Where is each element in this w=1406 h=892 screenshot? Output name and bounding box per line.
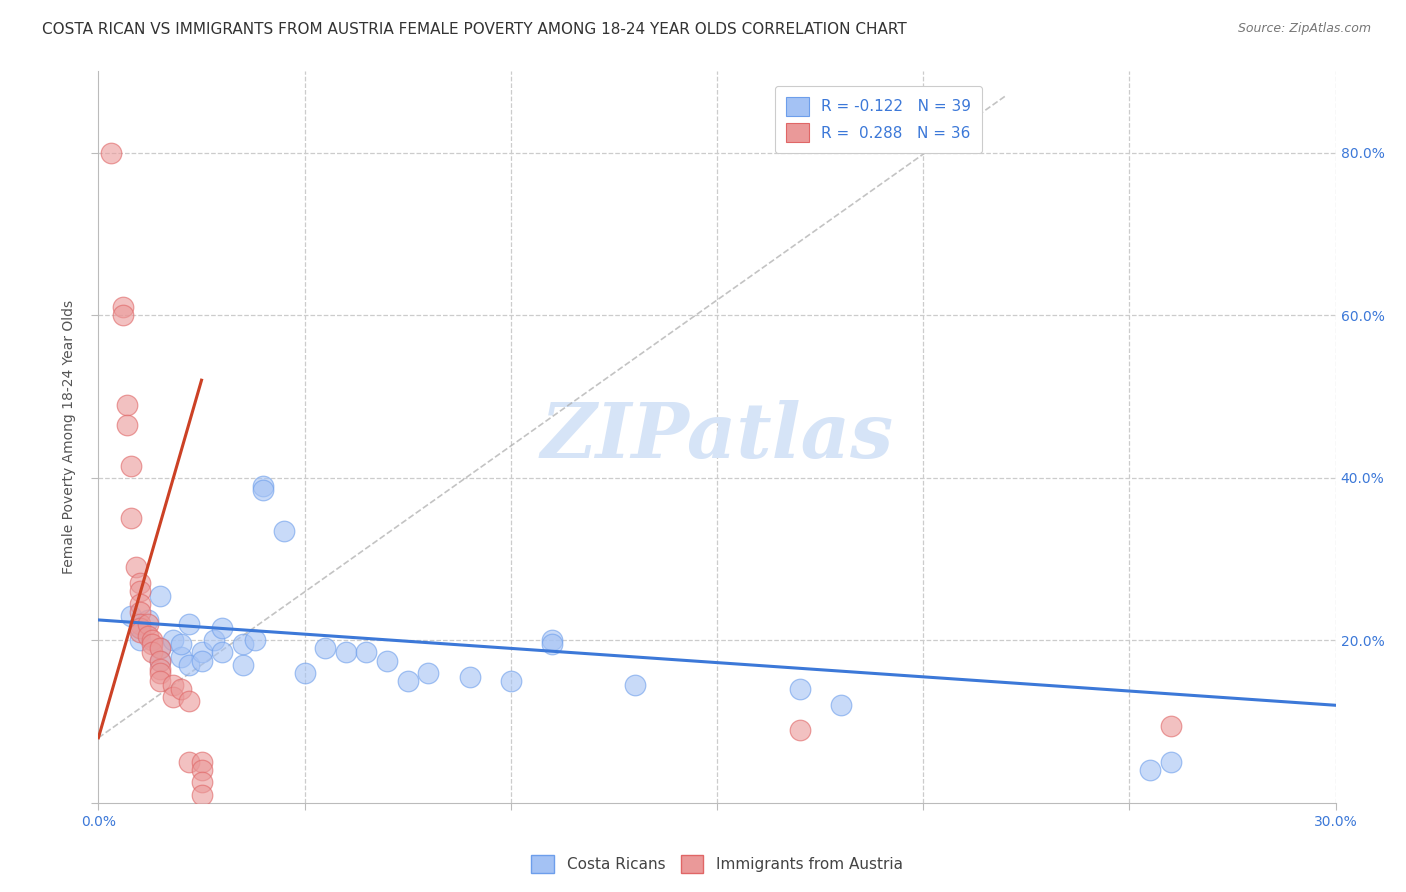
Point	[418, 665, 440, 680]
Point	[128, 621, 150, 635]
Point	[162, 690, 184, 705]
Point	[120, 458, 142, 473]
Point	[541, 637, 564, 651]
Point	[179, 694, 201, 708]
Point	[458, 670, 481, 684]
Point	[128, 625, 150, 640]
Point	[190, 645, 212, 659]
Point	[149, 589, 172, 603]
Legend: Costa Ricans, Immigrants from Austria: Costa Ricans, Immigrants from Austria	[526, 848, 908, 880]
Point	[335, 645, 357, 659]
Point	[100, 145, 122, 160]
Point	[162, 633, 184, 648]
Point	[499, 673, 522, 688]
Point	[623, 678, 645, 692]
Text: Source: ZipAtlas.com: Source: ZipAtlas.com	[1237, 22, 1371, 36]
Point	[112, 308, 135, 322]
Text: COSTA RICAN VS IMMIGRANTS FROM AUSTRIA FEMALE POVERTY AMONG 18-24 YEAR OLDS CORR: COSTA RICAN VS IMMIGRANTS FROM AUSTRIA F…	[42, 22, 907, 37]
Point	[170, 637, 193, 651]
Point	[396, 673, 419, 688]
Point	[789, 723, 811, 737]
Point	[120, 608, 142, 623]
Point	[170, 649, 193, 664]
Point	[830, 698, 852, 713]
Point	[141, 633, 163, 648]
Point	[314, 641, 336, 656]
Point	[375, 654, 398, 668]
Point	[1160, 755, 1182, 769]
Point	[243, 633, 266, 648]
Point	[136, 629, 159, 643]
Point	[232, 637, 254, 651]
Point	[117, 398, 139, 412]
Point	[149, 641, 172, 656]
Point	[149, 654, 172, 668]
Point	[190, 775, 212, 789]
Point	[128, 584, 150, 599]
Point	[136, 613, 159, 627]
Point	[149, 665, 172, 680]
Point	[120, 511, 142, 525]
Point	[128, 605, 150, 619]
Point	[294, 665, 316, 680]
Point	[232, 657, 254, 672]
Text: ZIPatlas: ZIPatlas	[540, 401, 894, 474]
Point	[541, 633, 564, 648]
Point	[179, 657, 201, 672]
Point	[202, 633, 225, 648]
Point	[273, 524, 295, 538]
Point	[112, 300, 135, 314]
Y-axis label: Female Poverty Among 18-24 Year Olds: Female Poverty Among 18-24 Year Olds	[62, 300, 76, 574]
Point	[1139, 764, 1161, 778]
Point	[211, 621, 233, 635]
Point	[149, 662, 172, 676]
Point	[252, 479, 274, 493]
Point	[128, 621, 150, 635]
Point	[211, 645, 233, 659]
Point	[124, 560, 146, 574]
Point	[252, 483, 274, 497]
Point	[128, 597, 150, 611]
Point	[1160, 718, 1182, 732]
Point	[141, 637, 163, 651]
Point	[356, 645, 378, 659]
Point	[179, 755, 201, 769]
Point	[190, 788, 212, 802]
Point	[190, 764, 212, 778]
Point	[128, 617, 150, 632]
Point	[149, 654, 172, 668]
Point	[149, 673, 172, 688]
Point	[179, 617, 201, 632]
Point	[141, 645, 163, 659]
Point	[128, 633, 150, 648]
Point	[117, 417, 139, 432]
Point	[128, 576, 150, 591]
Point	[162, 678, 184, 692]
Point	[190, 654, 212, 668]
Point	[190, 755, 212, 769]
Point	[170, 681, 193, 696]
Point	[136, 617, 159, 632]
Point	[149, 641, 172, 656]
Point	[789, 681, 811, 696]
